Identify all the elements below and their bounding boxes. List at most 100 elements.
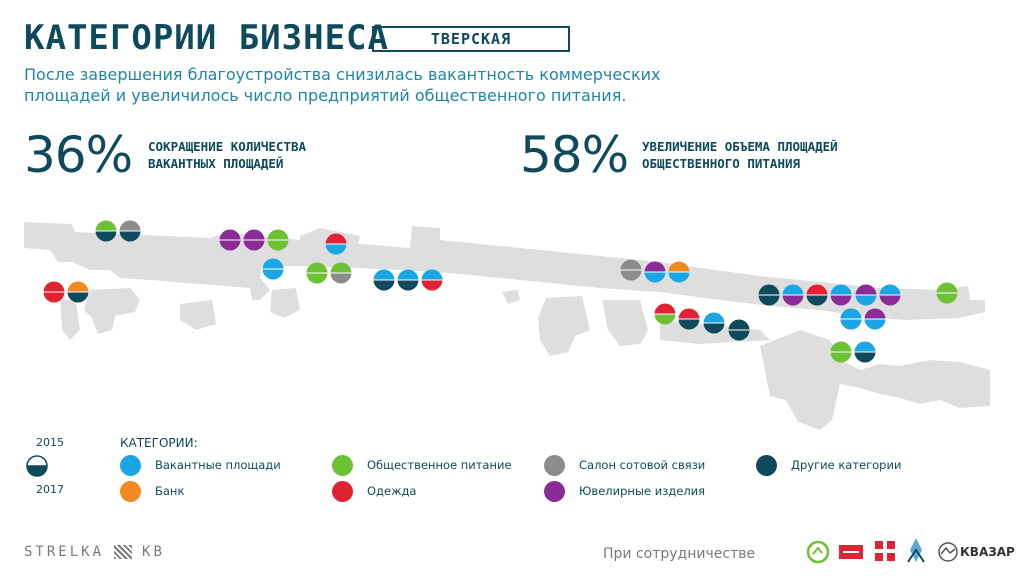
marker-2015-half [879,284,901,295]
map-marker [262,258,284,280]
brand-left: STRELKA [24,544,105,560]
map-marker [397,269,419,291]
map-buildings [24,222,990,430]
marker-2017-half [67,292,89,303]
marker-2015-half [678,308,700,319]
marker-2015-half [219,229,241,240]
subtitle: После завершения благоустройства снизила… [24,65,661,105]
marker-2017-half [758,295,780,306]
stat-food-value: 58% [520,126,629,184]
map-marker [830,284,852,306]
map-marker [119,220,141,242]
map-marker [782,284,804,306]
marker-2015-half [373,269,395,280]
legend-year-top: 2015 [36,436,64,449]
year-split-icon [26,455,48,477]
legend-item-clothes: Одежда [332,480,416,502]
map-marker [644,261,666,283]
map-marker [728,319,750,341]
marker-2017-half [421,280,443,291]
partner-logo-green-icon [806,540,830,564]
page-title: КАТЕГОРИИ БИЗНЕСА [24,18,389,58]
marker-2015-half [703,312,725,323]
stat-vacancy-value: 36% [24,126,133,184]
marker-2015-half [267,229,289,240]
marker-2017-half [806,295,828,306]
map-marker [620,259,642,281]
marker-2015-half [421,269,443,280]
map-marker [325,233,347,255]
marker-2017-half [864,319,886,330]
map-marker [830,341,852,363]
legend-title: КАТЕГОРИИ: [120,436,198,450]
marker-2017-half [830,352,852,363]
marker-2017-half [879,295,901,306]
hatch-icon [114,545,133,559]
marker-2017-half [95,231,117,242]
map-marker [879,284,901,306]
marker-2017-half [397,280,419,291]
legend-vacant-label: Вакантные площади [155,458,281,472]
marker-2015-half [654,303,676,314]
map-marker [267,229,289,251]
marker-2017-half [782,295,804,306]
marker-2015-half [330,262,352,273]
legend-jewelry-label: Ювелирные изделия [579,484,706,498]
map-marker [373,269,395,291]
legend-other-label: Другие категории [791,458,902,472]
marker-2015-half [243,229,265,240]
strelka-kb-logo: STRELKA KB [24,544,165,560]
map-marker [936,282,958,304]
marker-2015-half [620,259,642,270]
partner-logo-red-icon [839,545,863,559]
marker-2015-half [830,341,852,352]
marker-2015-half [806,284,828,295]
marker-2015-half [864,308,886,319]
marker-2015-half [855,284,877,295]
kvazar-logo-text: КВАЗАР [960,545,1015,559]
map-marker [67,281,89,303]
marker-2017-half [644,272,666,283]
marker-2015-half [43,281,65,292]
map-marker [854,341,876,363]
legend-clothes-label: Одежда [367,484,417,498]
kvazar-globe-icon [938,542,958,562]
map-marker [840,308,862,330]
legend-jewelry-dot [544,480,565,502]
marker-2015-half [728,319,750,330]
map-marker [668,261,690,283]
marker-2015-half [262,258,284,269]
legend-item-bank: Банк [120,480,184,502]
legend-clothes-dot [332,480,353,502]
map-marker [806,284,828,306]
legend-bank-dot [120,480,141,502]
marker-2017-half [262,269,284,280]
map-marker [243,229,265,251]
marker-2015-half [325,233,347,244]
marker-2017-half [830,295,852,306]
map-marker [219,229,241,251]
marker-2015-half [936,282,958,293]
marker-2015-half [668,261,690,272]
legend-mobile-label: Салон сотовой связи [579,458,706,472]
category-markers [43,220,958,363]
marker-2017-half [373,280,395,291]
partner-logo-cross-icon [874,540,896,562]
marker-2017-half [219,240,241,251]
marker-2017-half [306,273,328,284]
marker-2017-half [620,270,642,281]
stat-food-label: УВЕЛИЧЕНИЕ ОБЪЕМА ПЛОЩАДЕЙ ОБЩЕСТВЕННОГО… [642,139,838,171]
marker-2015-half [397,269,419,280]
marker-2017-half [668,272,690,283]
legend-vacant-dot [120,454,141,476]
legend-item-jewelry: Ювелирные изделия [544,480,705,502]
legend-year-bottom: 2017 [36,483,64,496]
marker-2015-half [306,262,328,273]
legend-item-other: Другие категории [756,454,901,476]
legend-mobile-dot [544,454,565,476]
legend-item-vacant: Вакантные площади [120,454,281,476]
marker-2017-half [267,240,289,251]
map-marker [43,281,65,303]
marker-2017-half [855,295,877,306]
brand-right: KB [142,544,165,560]
